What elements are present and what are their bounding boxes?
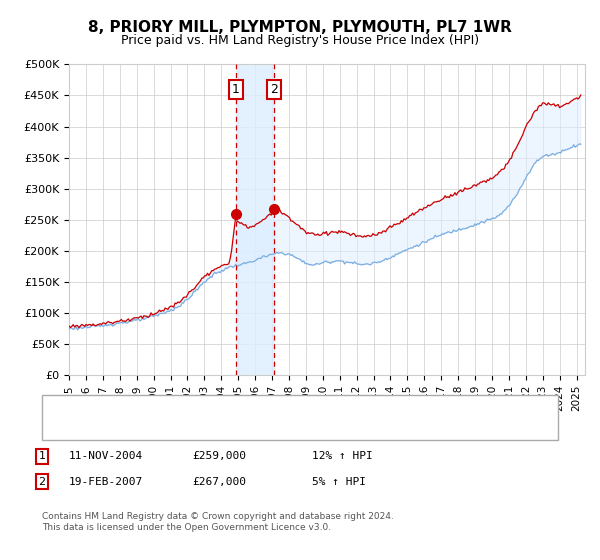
Text: 1: 1: [38, 451, 46, 461]
Text: 19-FEB-2007: 19-FEB-2007: [69, 477, 143, 487]
Text: ────: ────: [57, 421, 87, 434]
Text: 8, PRIORY MILL, PLYMPTON, PLYMOUTH, PL7 1WR (detached house): 8, PRIORY MILL, PLYMPTON, PLYMOUTH, PL7 …: [93, 398, 467, 408]
Text: Price paid vs. HM Land Registry's House Price Index (HPI): Price paid vs. HM Land Registry's House …: [121, 34, 479, 46]
Text: HPI: Average price, detached house, City of Plymouth: HPI: Average price, detached house, City…: [93, 422, 392, 432]
Text: 8, PRIORY MILL, PLYMPTON, PLYMOUTH, PL7 1WR: 8, PRIORY MILL, PLYMPTON, PLYMOUTH, PL7 …: [88, 20, 512, 35]
Text: 5% ↑ HPI: 5% ↑ HPI: [312, 477, 366, 487]
Text: 11-NOV-2004: 11-NOV-2004: [69, 451, 143, 461]
Text: 2: 2: [38, 477, 46, 487]
Text: £259,000: £259,000: [192, 451, 246, 461]
Text: 1: 1: [232, 83, 240, 96]
Text: 2: 2: [270, 83, 278, 96]
Text: 12% ↑ HPI: 12% ↑ HPI: [312, 451, 373, 461]
Bar: [236, 64, 274, 375]
Text: £267,000: £267,000: [192, 477, 246, 487]
Text: Contains HM Land Registry data © Crown copyright and database right 2024.
This d: Contains HM Land Registry data © Crown c…: [42, 512, 394, 532]
Text: ────: ────: [57, 396, 87, 410]
